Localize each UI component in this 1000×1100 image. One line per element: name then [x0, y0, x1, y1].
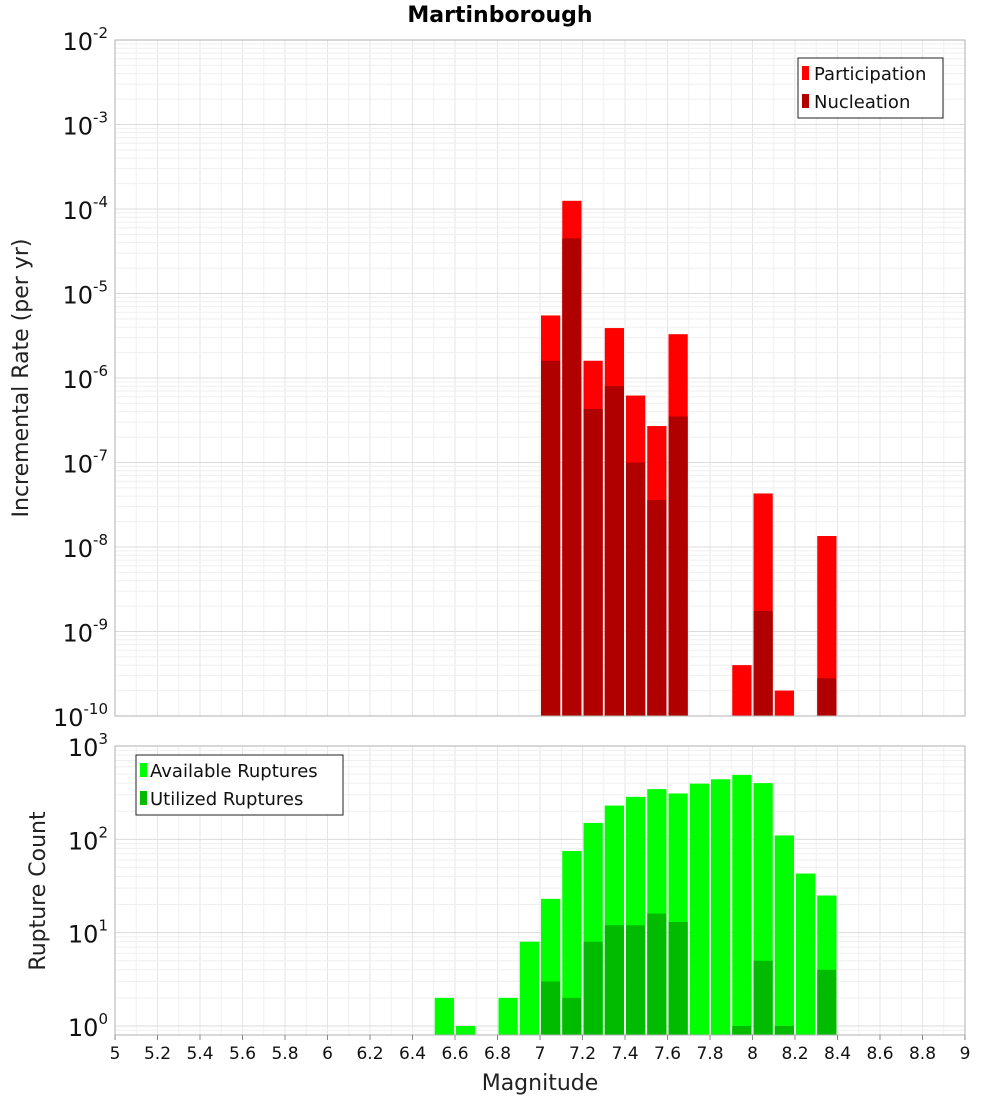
- y-tick-label: 10-7: [62, 447, 108, 479]
- bar-available-ruptures: [796, 873, 816, 1035]
- count-bars: [434, 774, 837, 1035]
- bar-available-ruptures: [689, 783, 709, 1035]
- x-tick-label: 5: [110, 1044, 121, 1064]
- x-tick-label: 8.2: [781, 1044, 808, 1064]
- x-tick-label: 5.8: [271, 1044, 298, 1064]
- bar-utilized-ruptures: [541, 981, 561, 1035]
- y-tick-label: 10-8: [62, 531, 108, 563]
- legend-label-nucleation: Nucleation: [814, 92, 910, 113]
- x-tick-label: 6.8: [484, 1044, 511, 1064]
- legend-swatch-utilized: [140, 791, 147, 805]
- y-tick-label: 10-10: [53, 700, 108, 732]
- count-y-axis-label: Rupture Count: [26, 811, 51, 971]
- bar-available-ruptures: [519, 941, 539, 1035]
- legend-swatch-nucleation: [802, 94, 809, 108]
- y-tick-label: 10-4: [62, 193, 108, 225]
- bar-utilized-ruptures: [647, 913, 667, 1035]
- y-tick-label: 10-5: [62, 278, 108, 310]
- legend-label-utilized: Utilized Ruptures: [150, 789, 303, 810]
- x-tick-label: 7.4: [611, 1044, 638, 1064]
- x-tick-label: 7.6: [654, 1044, 681, 1064]
- x-tick-label: 5.4: [186, 1044, 213, 1064]
- count-legend: Available Ruptures Utilized Ruptures: [135, 754, 344, 816]
- bar-nucleation: [604, 386, 624, 716]
- x-tick-label: 7.8: [696, 1044, 723, 1064]
- x-tick-label: 9: [960, 1044, 971, 1064]
- y-tick-label: 10-3: [62, 109, 108, 141]
- rate-y-ticks: 10-10 10-9 10-8 10-7 10-6 10-5 10-4 10-3 10-2: [53, 24, 108, 732]
- y-tick-label: 100: [68, 1010, 108, 1042]
- bar-available-ruptures: [562, 850, 582, 1035]
- x-tick-label: 5.2: [144, 1044, 171, 1064]
- count-legend-box: [135, 754, 344, 816]
- x-tick-label: 6.4: [399, 1044, 426, 1064]
- bar-participation: [817, 535, 837, 716]
- bar-nucleation: [583, 408, 603, 716]
- bar-participation: [774, 690, 794, 716]
- bar-nucleation: [626, 462, 646, 716]
- x-tick-label: 7: [535, 1044, 546, 1064]
- bar-participation: [732, 665, 752, 716]
- y-tick-label: 10-9: [62, 616, 108, 648]
- bar-nucleation: [668, 416, 688, 716]
- legend-swatch-participation: [802, 66, 809, 80]
- bar-utilized-ruptures: [583, 941, 603, 1035]
- y-tick-label: 101: [68, 917, 108, 949]
- bar-utilized-ruptures: [732, 1025, 752, 1035]
- x-tick-label: 5.6: [229, 1044, 256, 1064]
- chart-title: Martinborough: [407, 3, 592, 28]
- bar-utilized-ruptures: [562, 997, 582, 1035]
- bar-utilized-ruptures: [668, 922, 688, 1035]
- legend-label-participation: Participation: [814, 64, 926, 85]
- bar-nucleation: [562, 238, 582, 717]
- x-axis-label: Magnitude: [482, 1071, 599, 1096]
- bar-nucleation: [541, 360, 561, 716]
- y-tick-label: 10-2: [62, 24, 108, 56]
- bar-available-ruptures: [732, 774, 752, 1035]
- bar-available-ruptures: [498, 997, 518, 1035]
- bar-utilized-ruptures: [774, 1025, 794, 1035]
- bar-utilized-ruptures: [817, 969, 837, 1035]
- x-tick-label: 7.2: [569, 1044, 596, 1064]
- rate-y-axis-label: Incremental Rate (per yr): [9, 239, 34, 518]
- rate-grid: [114, 39, 966, 717]
- count-panel: 100 101 102 103 Rupture Count Available Rup…: [26, 730, 966, 1042]
- rate-panel: 10-10 10-9 10-8 10-7 10-6 10-5 10-4 10-3 10-2 In…: [9, 24, 966, 732]
- bar-available-ruptures: [456, 1025, 476, 1035]
- x-tick-label: 8.6: [866, 1044, 893, 1064]
- bar-utilized-ruptures: [626, 925, 646, 1035]
- bar-available-ruptures: [774, 835, 794, 1035]
- y-tick-label: 10-6: [62, 362, 108, 394]
- bar-available-ruptures: [434, 997, 454, 1035]
- bar-nucleation: [753, 610, 773, 716]
- bar-nucleation: [647, 499, 667, 716]
- x-tick-label: 8: [747, 1044, 758, 1064]
- count-y-ticks: 100 101 102 103: [68, 730, 108, 1042]
- x-axis-ticks: 5 5.2 5.4 5.6 5.8 6 6.2 6.4 6.6 6.8 7 7.2 7.4 7.6 7.8 8…: [110, 1035, 971, 1064]
- bar-utilized-ruptures: [753, 960, 773, 1035]
- x-tick-label: 8.8: [909, 1044, 936, 1064]
- legend-swatch-available: [140, 763, 147, 777]
- x-tick-label: 8.4: [824, 1044, 851, 1064]
- rate-bars: [541, 200, 837, 717]
- bar-utilized-ruptures: [604, 925, 624, 1035]
- rate-legend-box: [797, 57, 944, 119]
- x-tick-label: 6.6: [441, 1044, 468, 1064]
- x-tick-label: 6: [322, 1044, 333, 1064]
- y-tick-label: 102: [68, 823, 108, 855]
- bar-available-ruptures: [711, 779, 731, 1035]
- rate-plot-border: [114, 39, 966, 717]
- legend-label-available: Available Ruptures: [150, 761, 318, 782]
- y-tick-label: 103: [68, 730, 108, 762]
- rate-legend: Participation Nucleation: [797, 57, 944, 119]
- bar-nucleation: [817, 678, 837, 716]
- x-tick-label: 6.2: [356, 1044, 383, 1064]
